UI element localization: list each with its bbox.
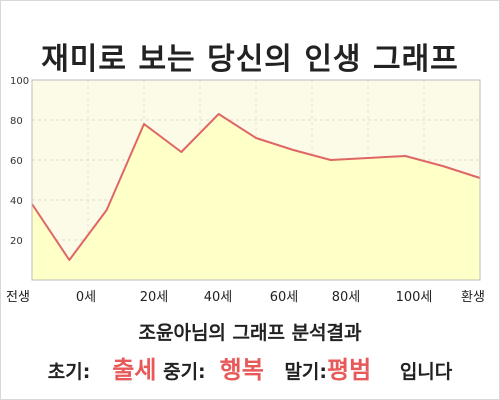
- plot-border: [31, 79, 481, 281]
- x-tick-labels: 전생 0세 20세 40세 60세 80세 100세 환생: [6, 290, 485, 305]
- y-tick-label: 60: [10, 156, 23, 167]
- x-tick-label: 100세: [396, 290, 433, 305]
- plot-border-rect: [31, 79, 481, 281]
- y-tick-label: 40: [10, 196, 23, 207]
- result-title: 조윤아님의 그래프 분석결과: [138, 322, 362, 344]
- x-tick-label: 40세: [204, 290, 233, 305]
- result-summary: 초기: 출세 중기: 행복 말기:평범 입니다: [0, 350, 500, 385]
- life-chart: 20 40 60 80 100 전생 0세 20세 40세 60세 80세 100세 환생: [6, 76, 485, 305]
- x-tick-label: 환생: [461, 290, 485, 305]
- x-tick-label: 20세: [140, 290, 169, 305]
- late-value: 평범: [327, 356, 372, 384]
- life-line: [31, 113, 481, 261]
- y-tick-label: 20: [10, 236, 23, 247]
- mid-value: 행복: [219, 356, 264, 384]
- x-tick-label: 80세: [332, 290, 361, 305]
- y-tick-label: 100: [10, 76, 29, 87]
- x-tick-label: 0세: [76, 290, 96, 305]
- x-tick-label: 60세: [270, 290, 299, 305]
- y-tick-labels: 20 40 60 80 100: [10, 76, 29, 247]
- y-tick-label: 80: [10, 116, 23, 127]
- life-area-fill: [32, 114, 480, 280]
- early-value: 출세: [112, 356, 157, 384]
- late-label: 말기:: [284, 361, 328, 383]
- early-label: 초기:: [47, 361, 91, 383]
- page-title: 재미로 보는 당신의 인생 그래프: [41, 42, 459, 77]
- mid-label: 중기:: [163, 361, 206, 383]
- x-tick-label: 전생: [6, 290, 30, 305]
- result-suffix: 입니다: [399, 361, 453, 383]
